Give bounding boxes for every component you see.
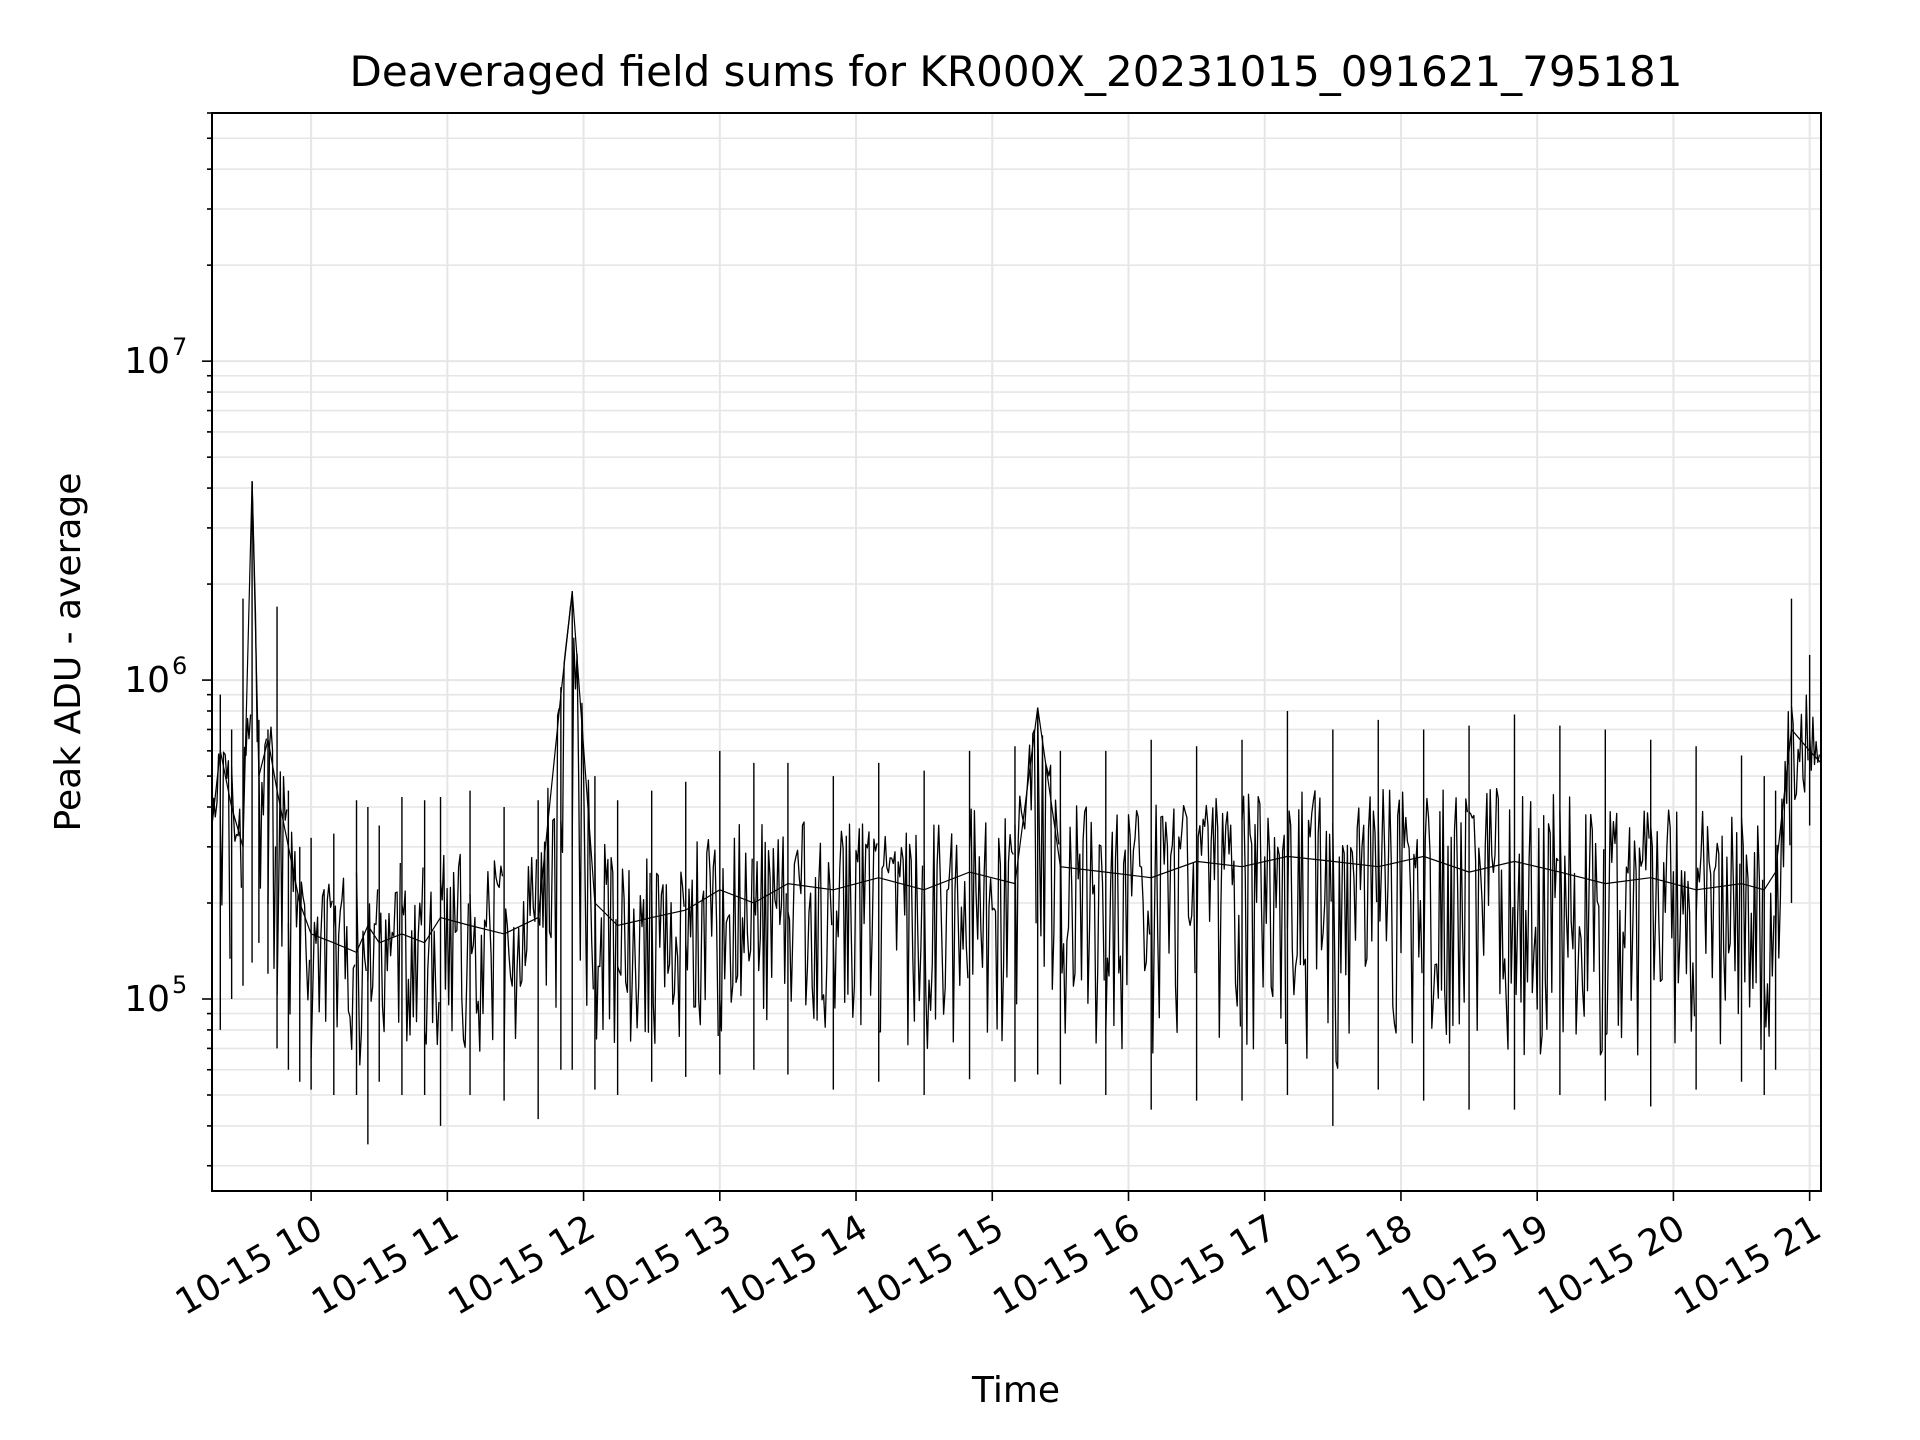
series-trace-segment (1790, 694, 1809, 801)
series-trace-segment (594, 843, 617, 1044)
y-tick-exponent: 7 (172, 333, 187, 361)
series-trace-segment (1059, 805, 1105, 1044)
series-line-path (211, 481, 1822, 954)
series-line (211, 481, 1822, 1145)
y-tick-exponent: 6 (172, 652, 187, 680)
series-trace-segment (1513, 793, 1559, 1056)
series-trace-segment (1241, 793, 1287, 1050)
series-trace-segment (1650, 809, 1696, 1044)
y-axis-title: Peak ADU - average (48, 473, 89, 832)
series-trace-segment (267, 726, 277, 970)
series-trace-segment (651, 871, 685, 1044)
series-trace-segment (1808, 716, 1821, 771)
series-trace-segment (787, 821, 833, 1028)
series-trace-segment (1774, 711, 1791, 959)
series-trace-segment (401, 867, 424, 1042)
series-trace-segment (719, 824, 753, 1032)
series-trace-segment (367, 889, 379, 1002)
series-trace-segment (378, 862, 401, 1033)
series-trace-segment (287, 831, 299, 1015)
series-trace-segment (923, 824, 969, 1049)
series-trace-segment (1150, 804, 1196, 1054)
y-tick-label: 10 (124, 341, 170, 382)
series-trace-segment (968, 808, 1014, 1042)
y-tick-label: 10 (124, 979, 170, 1020)
series-trace-segment (1105, 809, 1151, 1050)
y-tick-label: 10 (124, 660, 170, 701)
series-trace-segment (1037, 707, 1060, 990)
series-trace-segment (1604, 810, 1650, 1056)
y-tick-exponent: 5 (172, 971, 187, 999)
series-trace-segment (219, 751, 231, 959)
series-trace-segment (1468, 787, 1514, 1050)
x-axis-title: Time (971, 1370, 1060, 1411)
series-trace-segment (537, 707, 560, 1008)
series-trace-segment (1740, 817, 1764, 1050)
series-trace-segment (276, 771, 288, 995)
series-trace-segment (1695, 810, 1741, 1045)
series-trace-segment (439, 853, 470, 1048)
series-trace-segment (333, 877, 356, 1051)
series-trace-segment (1559, 796, 1605, 1056)
series-trace-segment (685, 838, 719, 1037)
series-trace-segment (299, 881, 311, 1001)
series-trace-segment (503, 856, 538, 1061)
series-trace-segment (878, 832, 924, 1046)
series-trace-segment (211, 753, 220, 826)
plot-frame (211, 112, 1822, 1192)
series-trace-segment (1377, 788, 1423, 1044)
series-trace-segment (310, 883, 333, 1058)
chart-title: Deaveraged field sums for KR000X_2023101… (350, 47, 1683, 96)
series-trace-segment (1286, 790, 1332, 1059)
series-trace-segment (1763, 892, 1775, 1037)
series-trace-segment (1423, 789, 1469, 1044)
series-trace-segment (258, 738, 268, 889)
series-trace-segment (1195, 798, 1242, 1038)
series-trace-segment (832, 823, 878, 1026)
series-trace-segment (1332, 796, 1378, 1069)
series-trace-segment (423, 891, 440, 1046)
series-trace-segment (753, 823, 787, 1021)
series-trace-segment (469, 860, 504, 1052)
series-trace-segment (616, 858, 651, 1042)
series-trace-segment (242, 714, 252, 842)
series-trace-segment (355, 872, 367, 1066)
